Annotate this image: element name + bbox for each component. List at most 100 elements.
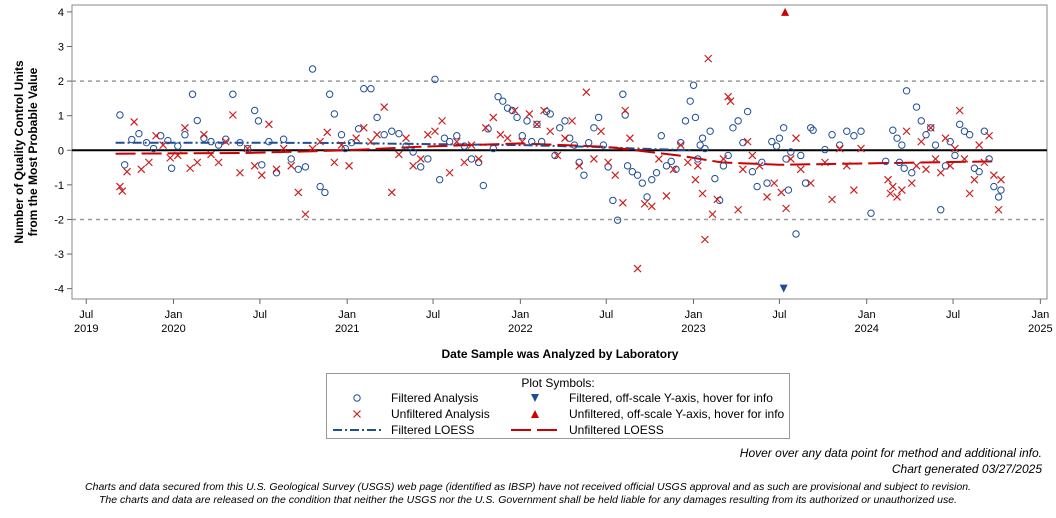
filtered-point xyxy=(561,117,569,125)
x-tick-label: Jul xyxy=(426,309,440,321)
filtered-point xyxy=(797,151,805,160)
unfiltered-point xyxy=(931,154,940,163)
filtered-point xyxy=(997,186,1005,194)
filtered-point xyxy=(445,137,454,146)
legend-title: Plot Symbols: xyxy=(521,376,595,390)
y-tick-label: -3 xyxy=(54,249,64,261)
unfiltered-point xyxy=(445,168,454,177)
filtered-point xyxy=(867,209,875,217)
unfiltered-point xyxy=(611,171,620,180)
filtered-point xyxy=(956,120,964,129)
unfiltered-point xyxy=(647,202,656,211)
filtered-point xyxy=(207,137,215,146)
filtered-point xyxy=(566,134,574,142)
unfiltered-point xyxy=(207,150,215,159)
unfiltered-point xyxy=(510,106,519,115)
filtered-point xyxy=(460,142,469,150)
y-tick-label: -2 xyxy=(54,214,64,226)
filtered-point xyxy=(330,110,339,118)
filtered-point xyxy=(599,141,608,149)
filtered-point xyxy=(937,206,945,214)
unfiltered-point xyxy=(748,151,757,160)
unfiltered-point xyxy=(221,137,230,146)
unfiltered-point xyxy=(951,144,959,153)
filtered-point xyxy=(912,103,921,111)
unfiltered-point xyxy=(770,179,779,188)
filtered-point xyxy=(748,168,757,176)
unfiltered-point xyxy=(416,154,425,163)
unfiltered-point xyxy=(115,182,124,191)
unfiltered-point xyxy=(323,128,332,137)
filtered-point xyxy=(360,85,368,93)
filtered-point xyxy=(638,179,646,187)
filtered-point xyxy=(960,127,969,135)
circle-icon xyxy=(353,394,361,402)
unfiltered-point xyxy=(568,116,576,125)
filtered-point xyxy=(792,230,800,238)
unfiltered-point xyxy=(621,106,630,115)
filtered-loess-line xyxy=(115,141,694,152)
filtered-point xyxy=(149,144,158,153)
unfiltered-point xyxy=(618,198,627,207)
filtered-point xyxy=(821,145,829,154)
unfiltered-point xyxy=(604,158,613,167)
unfiltered-point xyxy=(907,179,916,188)
filtered-point xyxy=(657,132,665,140)
filtered-point xyxy=(325,90,334,98)
x-tick-year-label: 2025 xyxy=(1028,323,1052,335)
filtered-point xyxy=(467,155,476,163)
filtered-point xyxy=(354,125,363,133)
filtered-point xyxy=(193,116,201,125)
unfiltered-point xyxy=(561,134,569,143)
unfiltered-point xyxy=(676,141,685,150)
unfiltered-point xyxy=(301,210,310,219)
unfiltered-point xyxy=(713,195,722,204)
filtered-point xyxy=(696,141,704,149)
filtered-point xyxy=(321,188,329,197)
unfiltered-point xyxy=(912,161,921,170)
unfiltered-point xyxy=(243,144,252,153)
unfiltered-point xyxy=(691,175,700,184)
filtered-point xyxy=(941,162,950,170)
unfiltered-point xyxy=(423,130,432,139)
filtered-point xyxy=(120,161,129,169)
unfiltered-point xyxy=(842,161,851,170)
unfiltered-point xyxy=(257,171,266,180)
filtered-point xyxy=(843,127,851,135)
filtered-point xyxy=(513,113,521,122)
unfiltered-point xyxy=(970,175,979,184)
filtered-point xyxy=(980,127,989,135)
unfiltered-point xyxy=(214,158,223,167)
filtered-point xyxy=(706,127,714,135)
y-axis-label-line2: from the Most Probable Value xyxy=(26,67,40,236)
unfiltered-point xyxy=(743,137,752,146)
filtered-point xyxy=(214,141,223,149)
x-tick-year-label: 2024 xyxy=(854,323,878,335)
filtered-point xyxy=(424,155,432,163)
unfiltered-point xyxy=(308,144,317,153)
chart: 4 3 2 1 0 -1 -2 -3 -4 Jul 2019 Jan 2020 Jul Jan 2021 Ju… xyxy=(12,4,1053,360)
filtered-point xyxy=(294,165,303,173)
x-tick-label: Jan xyxy=(165,309,183,321)
filtered-point xyxy=(479,181,488,190)
filtered-point xyxy=(768,137,776,146)
unfiltered-point xyxy=(763,193,771,201)
legend-item-unfiltered-loess: Unfiltered LOESS xyxy=(505,423,795,437)
dash-dot-line-icon xyxy=(333,429,381,431)
x-tick-label: Jan xyxy=(1031,309,1049,321)
filtered-point xyxy=(922,131,930,139)
unfiltered-point xyxy=(166,153,175,162)
filtered-point xyxy=(994,193,1003,201)
filtered-point xyxy=(157,132,165,140)
filtered-point xyxy=(908,169,916,177)
long-dash-line-icon xyxy=(511,429,559,431)
unfiltered-point xyxy=(857,144,865,153)
filtered-point xyxy=(623,162,632,170)
filtered-point xyxy=(570,141,579,149)
filtered-point xyxy=(763,179,771,187)
filtered-point xyxy=(436,175,444,184)
filtered-point xyxy=(734,117,742,125)
filtered-point xyxy=(619,90,627,98)
filtered-offscale-point xyxy=(779,284,788,293)
filtered-point xyxy=(807,124,815,132)
